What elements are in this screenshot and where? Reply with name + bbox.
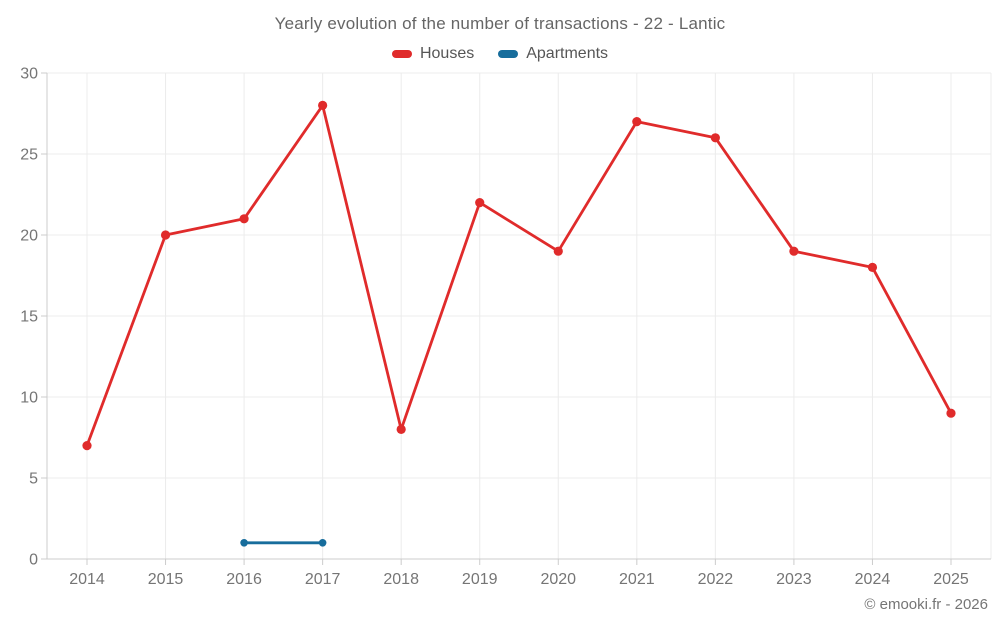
x-tick-label: 2024 xyxy=(855,571,891,588)
y-tick-label: 5 xyxy=(29,471,38,488)
y-tick-label: 10 xyxy=(20,390,38,407)
houses-point-2020[interactable] xyxy=(553,246,563,256)
x-tick-label: 2021 xyxy=(619,571,655,588)
houses-point-2021[interactable] xyxy=(632,117,642,127)
legend-item-apartments[interactable]: Apartments xyxy=(498,45,608,63)
y-tick-label: 20 xyxy=(20,228,38,245)
x-tick-label: 2016 xyxy=(226,571,262,588)
y-tick-label: 0 xyxy=(29,552,38,569)
x-tick-label: 2018 xyxy=(383,571,419,588)
houses-point-2024[interactable] xyxy=(867,262,878,272)
chart-legend: Houses Apartments xyxy=(0,45,1000,63)
x-tick-label: 2025 xyxy=(933,571,969,588)
x-tick-label: 2022 xyxy=(698,571,734,588)
copyright-credit: © emooki.fr - 2026 xyxy=(864,596,988,613)
y-tick-label: 15 xyxy=(20,309,38,326)
x-tick-label: 2017 xyxy=(305,571,341,588)
houses-point-2016[interactable] xyxy=(239,214,249,224)
y-tick-label: 25 xyxy=(20,147,38,164)
houses-point-2017[interactable] xyxy=(318,100,328,110)
houses-point-2022[interactable] xyxy=(710,133,720,143)
chart-title: Yearly evolution of the number of transa… xyxy=(274,14,726,33)
x-tick-label: 2015 xyxy=(148,571,184,588)
houses-point-2023[interactable] xyxy=(789,246,799,256)
houses-point-2018[interactable] xyxy=(396,424,406,434)
apartments-point-2016[interactable] xyxy=(240,539,248,547)
houses-point-2015[interactable] xyxy=(160,230,171,240)
x-tick-label: 2023 xyxy=(776,571,812,588)
houses-point-2019[interactable] xyxy=(475,198,485,208)
x-tick-label: 2020 xyxy=(540,571,576,588)
apartments-swatch-icon xyxy=(498,50,519,58)
legend-label-apartments: Apartments xyxy=(526,45,609,62)
x-tick-label: 2014 xyxy=(69,571,105,588)
legend-label-houses: Houses xyxy=(419,45,475,62)
apartments-point-2017[interactable] xyxy=(318,539,327,547)
houses-swatch-icon xyxy=(391,50,412,58)
houses-line xyxy=(85,104,953,448)
houses-point-2014[interactable] xyxy=(82,441,92,451)
legend-item-houses[interactable]: Houses xyxy=(391,45,475,63)
y-tick-label: 30 xyxy=(20,66,38,83)
x-tick-label: 2019 xyxy=(462,571,498,588)
houses-point-2025[interactable] xyxy=(946,408,956,418)
